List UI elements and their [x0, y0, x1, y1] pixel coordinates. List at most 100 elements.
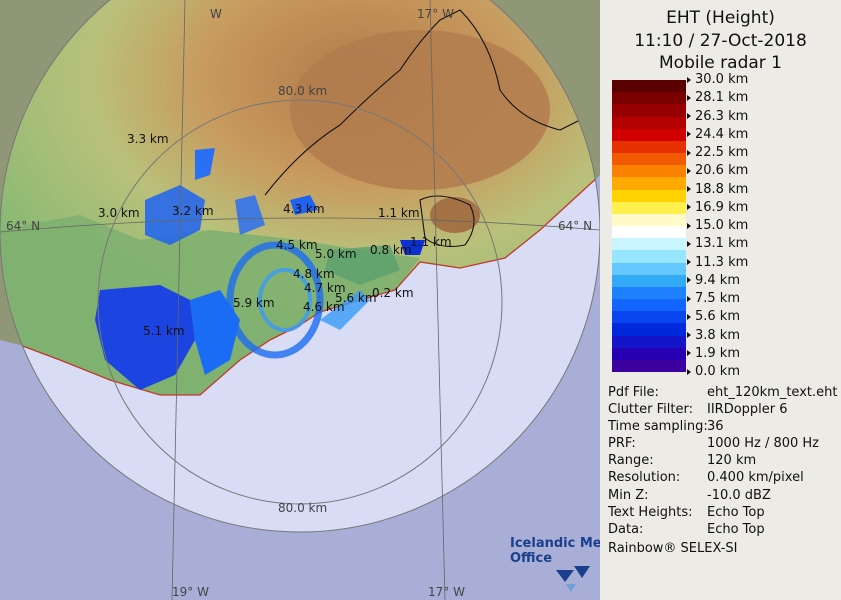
color-scale-tick-label: 1.9 km — [687, 346, 740, 361]
color-scale-tick-label: 15.0 km — [687, 218, 748, 233]
metadata-label: Min Z: — [608, 487, 649, 503]
metadata-value: Echo Top — [707, 521, 765, 537]
echo-cell — [258, 268, 312, 332]
color-scale-band — [612, 347, 686, 361]
logo-line: Icelandic Met — [510, 536, 608, 551]
echo-field — [95, 148, 425, 390]
product-title: EHT (Height) — [666, 8, 775, 28]
metadata-row: Min Z: -10.0 dBZ — [608, 487, 837, 504]
radar-coverage — [0, 0, 600, 532]
color-scale-band — [612, 299, 686, 312]
metadata-value: eht_120km_text.eht — [707, 385, 838, 400]
color-scale-tick-label: 28.1 km — [687, 90, 748, 105]
height-label: 4.8 km — [293, 267, 335, 281]
color-scale-band — [612, 165, 686, 178]
range-ring-outer — [0, 0, 600, 533]
echo-cell — [290, 195, 318, 215]
echo-cell — [95, 285, 195, 390]
glacier-outline — [419, 195, 475, 247]
metadata-label: PRF: — [608, 436, 636, 452]
color-scale-tick-label: 16.9 km — [687, 200, 748, 215]
metadata-label: Pdf File: — [608, 385, 659, 400]
echo-cell — [400, 240, 425, 255]
longitude-line — [429, 0, 446, 600]
metadata-row: Data: Echo Top — [608, 521, 837, 538]
metadata-row: Text Heights: Echo Top — [608, 504, 837, 521]
color-scale-band — [612, 128, 686, 142]
color-scale-band — [612, 335, 686, 349]
metadata-label: Text Heights: — [608, 504, 693, 520]
height-label: 5.6 km — [335, 291, 377, 305]
radar-map: W 17° W 19° W 17° W 64° N 64° N 80.0 km … — [0, 0, 600, 600]
footer-credit: Rainbow® SELEX-SI — [608, 541, 738, 556]
color-scale-tick-label: 7.5 km — [687, 291, 740, 306]
color-scale — [612, 80, 686, 373]
lon-label: W — [210, 7, 222, 21]
metadata-value: 1000 Hz / 800 Hz — [707, 436, 820, 452]
height-label: 3.0 km — [98, 206, 140, 220]
metadata-value: 36 — [707, 419, 724, 435]
height-label: 5.1 km — [143, 324, 185, 338]
color-scale-band — [612, 213, 686, 227]
color-scale-band — [612, 238, 686, 251]
echo-cell — [235, 195, 265, 235]
color-scale-band — [612, 92, 686, 105]
color-scale-band — [612, 177, 686, 190]
height-label: 4.3 km — [283, 202, 325, 216]
color-scale-tick-label: 22.5 km — [687, 145, 748, 160]
lon-label: 17° W — [428, 585, 465, 599]
graticule — [0, 0, 600, 600]
range-ring-80km — [97, 99, 503, 505]
color-scale-band — [612, 153, 686, 166]
imo-logo-icon — [556, 566, 590, 592]
color-scale-tick-label: 24.4 km — [687, 127, 748, 142]
range-label: 80.0 km — [278, 84, 327, 98]
range-label: 80.0 km — [278, 501, 327, 515]
metadata-label: Clutter Filter: — [608, 402, 693, 418]
color-scale-band — [612, 359, 686, 373]
color-scale-band — [612, 311, 686, 324]
color-scale-band — [612, 189, 686, 203]
echo-cell — [195, 148, 215, 180]
metadata-value: -10.0 dBZ — [707, 487, 771, 503]
color-scale-band — [612, 226, 686, 239]
radar-map-canvas: W 17° W 19° W 17° W 64° N 64° N 80.0 km … — [0, 0, 600, 600]
color-scale-band — [612, 80, 686, 93]
height-label: 3.2 km — [172, 204, 214, 218]
lon-label: 17° W — [417, 7, 454, 21]
metadata-row: Resolution: 0.400 km/pixel — [608, 469, 837, 486]
longitude-line — [171, 0, 186, 600]
timestamp: 11:10 / 27-Oct-2018 — [634, 31, 807, 51]
color-scale-band — [612, 116, 686, 130]
color-scale-tick-label: 20.6 km — [687, 163, 748, 178]
color-scale-band — [612, 262, 686, 276]
color-scale-tick-label: 11.3 km — [687, 255, 748, 270]
height-label: 4.7 km — [304, 281, 346, 295]
metadata-label: Resolution: — [608, 470, 681, 486]
metadata-value: Echo Top — [707, 504, 765, 520]
color-scale-band — [612, 274, 686, 288]
metadata-value: IIRDoppler 6 — [707, 402, 788, 418]
metadata-label: Range: — [608, 453, 654, 469]
height-label: 5.0 km — [315, 247, 357, 261]
color-scale-tick-label: 3.8 km — [687, 328, 740, 343]
color-scale-band — [612, 286, 686, 300]
metadata-value: 0.400 km/pixel — [707, 470, 804, 486]
glacier-area — [430, 197, 480, 233]
height-label: 4.5 km — [276, 238, 318, 252]
color-scale-band — [612, 140, 686, 154]
lat-label: 64° N — [6, 219, 40, 233]
glacier-area — [290, 30, 550, 190]
color-scale-band — [612, 104, 686, 117]
metadata-label: Data: — [608, 521, 644, 537]
height-label: 1.1 km — [410, 235, 452, 249]
metadata-row: Pdf File: eht_120km_text.eht — [608, 384, 837, 401]
height-label: 1.1 km — [378, 206, 420, 220]
color-scale-tick-label: 5.6 km — [687, 309, 740, 324]
lon-label: 19° W — [172, 585, 209, 599]
metadata-label: Time sampling: — [608, 419, 708, 435]
echo-cell — [320, 290, 370, 330]
color-scale-tick-label: 26.3 km — [687, 109, 748, 124]
metadata-row: PRF: 1000 Hz / 800 Hz — [608, 435, 837, 452]
echo-cell — [325, 245, 400, 285]
